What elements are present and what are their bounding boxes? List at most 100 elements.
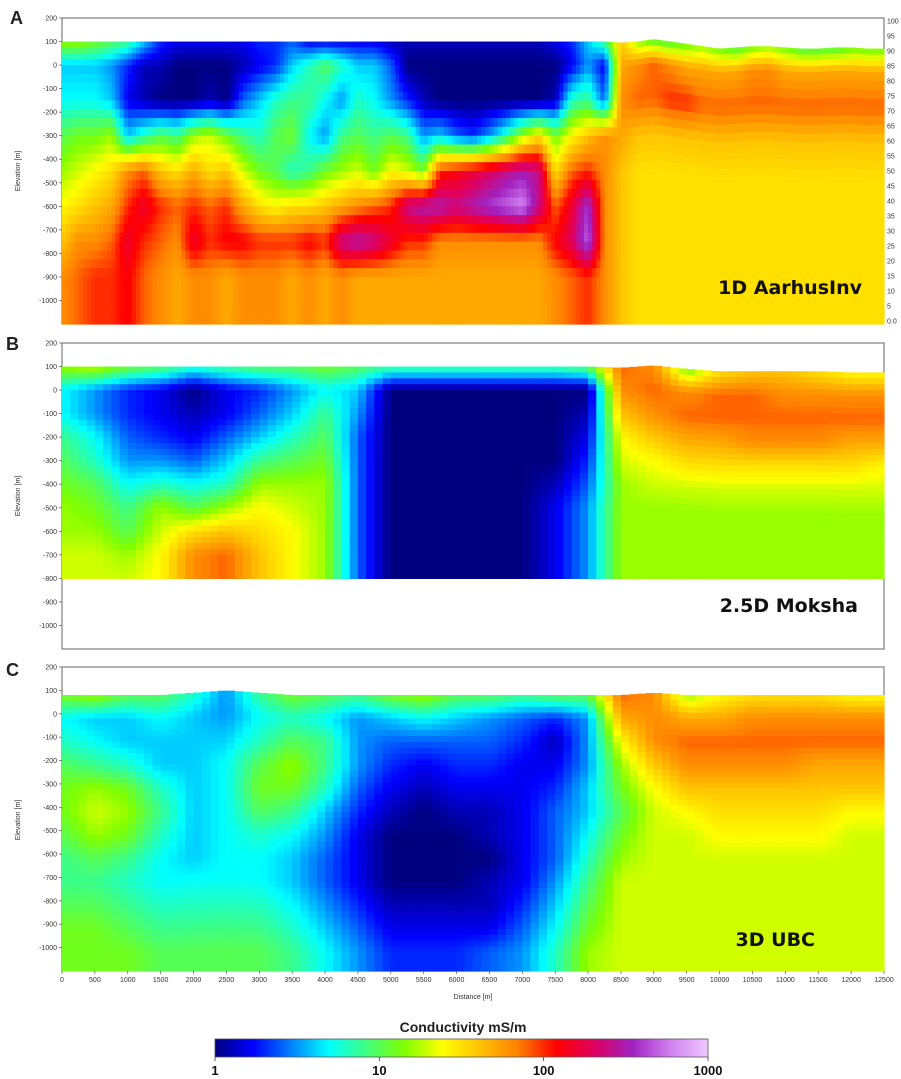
heat-cell — [571, 276, 577, 290]
heat-cell — [645, 125, 651, 135]
heat-cell — [341, 171, 347, 181]
heat-cell — [86, 59, 92, 66]
heat-cell — [427, 259, 433, 269]
heat-cell — [164, 135, 170, 146]
heat-cell — [193, 250, 199, 260]
heat-cell — [423, 41, 429, 49]
heat-cell — [70, 109, 75, 119]
heat-cell — [633, 300, 638, 313]
heat-cell — [246, 223, 252, 234]
heat-cell — [267, 47, 273, 54]
heat-cell — [185, 41, 191, 49]
heat-cell — [259, 215, 264, 225]
heat-cell — [230, 250, 236, 260]
heat-cell — [555, 188, 560, 199]
heat-cell — [127, 223, 133, 234]
heat-cell — [82, 276, 88, 290]
heat-cell — [115, 276, 121, 290]
heat-cell — [312, 206, 318, 216]
heat-cell — [366, 135, 371, 146]
heat-cell — [415, 179, 421, 190]
heat-cell — [526, 41, 532, 49]
heat-cell — [394, 126, 400, 137]
heat-cell — [678, 225, 684, 235]
heat-cell — [563, 268, 569, 278]
heat-cell — [538, 144, 544, 154]
heat-cell — [509, 135, 515, 146]
heat-cell — [473, 206, 478, 216]
heat-cell — [694, 263, 700, 273]
heat-cell — [135, 162, 141, 172]
heat-cell — [218, 197, 223, 207]
heat-cell — [111, 312, 117, 325]
heat-cell — [637, 250, 643, 260]
heat-cell — [62, 171, 67, 181]
heat-cell — [316, 144, 322, 154]
heat-cell — [514, 53, 519, 60]
heat-cell — [333, 118, 338, 128]
heat-cell — [604, 188, 610, 199]
heat-cell — [292, 223, 297, 234]
heat-cell — [78, 188, 84, 199]
heat-cell — [399, 41, 404, 49]
heat-cell — [551, 53, 556, 60]
heat-cell — [485, 82, 491, 93]
heat-cell — [403, 312, 408, 325]
heat-cell — [214, 47, 219, 54]
heat-cell — [366, 259, 371, 269]
heat-cell — [349, 65, 355, 75]
heat-cell — [477, 206, 482, 216]
heat-cell — [662, 214, 667, 224]
heat-cell — [452, 73, 458, 84]
heat-cell — [316, 153, 322, 163]
heat-cell — [444, 288, 449, 302]
heat-cell — [546, 276, 552, 290]
heat-cell — [205, 259, 211, 269]
heat-cell — [567, 100, 573, 110]
heat-cell — [411, 135, 417, 146]
heat-cell — [600, 288, 606, 302]
heat-cell — [555, 126, 560, 137]
heat-cell — [501, 118, 507, 128]
heat-cell — [436, 232, 441, 243]
heat-cell — [115, 223, 121, 234]
heat-cell — [205, 109, 211, 119]
heat-cell — [530, 162, 536, 172]
heat-cell — [670, 100, 675, 111]
heat-cell — [608, 171, 614, 181]
heat-cell — [366, 82, 371, 93]
heat-cell — [214, 73, 219, 84]
heat-cell — [481, 241, 486, 252]
heat-cell — [415, 171, 421, 181]
heat-cell — [633, 153, 638, 163]
heat-cell — [263, 47, 269, 54]
heat-cell — [518, 268, 523, 278]
heat-cell — [505, 197, 511, 207]
heat-cell — [127, 41, 133, 49]
heat-cell — [637, 64, 643, 75]
heat-cell — [394, 259, 400, 269]
heat-cell — [275, 250, 281, 260]
heat-cell — [551, 144, 556, 154]
heat-cell — [686, 208, 692, 219]
heat-cell — [551, 232, 556, 243]
heat-cell — [316, 288, 322, 302]
heat-cell — [596, 41, 602, 49]
heat-cell — [78, 171, 84, 181]
heat-cell — [464, 118, 470, 128]
heat-cell — [674, 54, 680, 61]
heat-cell — [156, 109, 162, 119]
heat-cell — [620, 136, 626, 147]
heat-cell — [485, 300, 491, 313]
heat-cell — [629, 197, 634, 208]
heat-cell — [78, 82, 84, 93]
heat-cell — [300, 53, 306, 60]
heat-cell — [62, 91, 67, 101]
heat-cell — [316, 47, 322, 54]
heat-cell — [505, 250, 511, 260]
heat-cell — [493, 53, 499, 60]
heat-cell — [86, 82, 92, 93]
heat-cell — [637, 73, 643, 84]
heat-cell — [66, 135, 71, 146]
heat-cell — [177, 250, 182, 260]
